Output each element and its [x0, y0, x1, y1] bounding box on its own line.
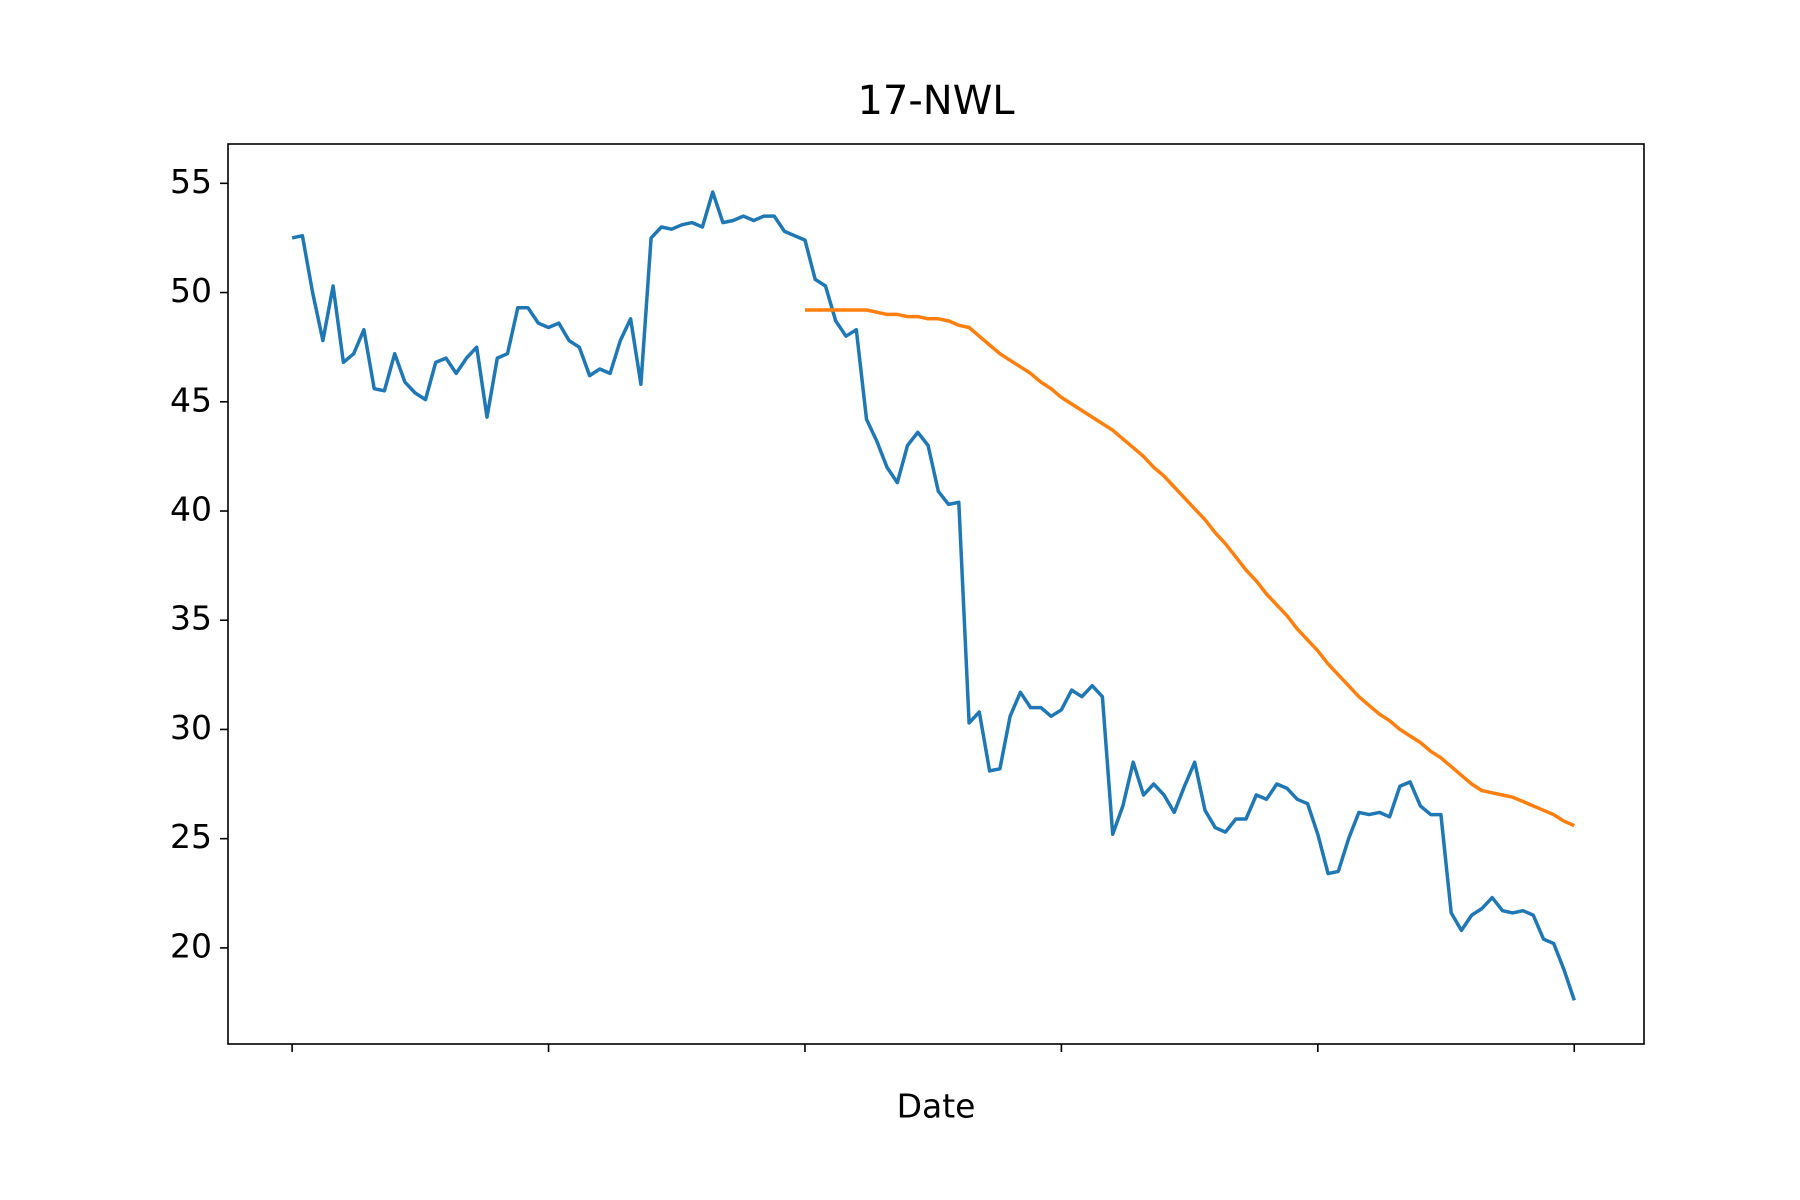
series-line: [291, 190, 1576, 1001]
y-tick-label: 45: [170, 380, 212, 419]
y-tick-label: 50: [170, 271, 212, 310]
y-tick-label: 40: [170, 489, 212, 528]
y-tick-label: 20: [170, 926, 212, 965]
series-line: [805, 308, 1575, 828]
y-tick-label: 55: [170, 162, 212, 201]
y-tick-label: 25: [170, 817, 212, 856]
plot-frame: [227, 143, 1645, 1045]
chart-title: 17-NWL: [857, 78, 1015, 124]
y-tick-label: 35: [170, 599, 212, 638]
y-tick-label: 30: [170, 708, 212, 747]
x-axis-label: Date: [897, 1087, 976, 1126]
